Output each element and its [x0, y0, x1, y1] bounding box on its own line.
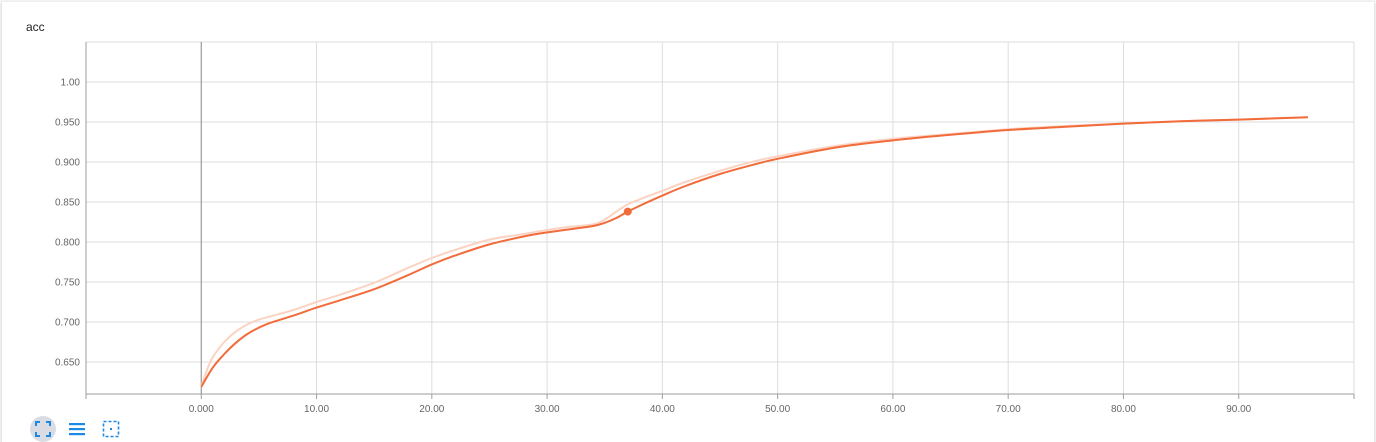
y-tick-label: 1.00	[61, 78, 81, 89]
x-tick-label: 40.00	[650, 404, 675, 412]
line-chart[interactable]: 0.000 10.00 20.00 30.00 40.00 50.00 60.00 70.00…	[2, 2, 1374, 412]
series-lines	[200, 116, 1308, 388]
x-tick-label: 50.00	[765, 404, 790, 412]
y-tick-label: 0.700	[55, 318, 80, 329]
series-line-smoothed	[200, 116, 1308, 388]
y-tick-label: 0.750	[55, 278, 80, 289]
x-tick-label: 70.00	[996, 404, 1021, 412]
chart-title: acc	[26, 20, 45, 34]
x-tick-label: 0.000	[189, 404, 214, 412]
toggle-data-icon	[69, 423, 85, 436]
y-tick-label: 0.900	[55, 158, 80, 169]
fit-domain-button[interactable]	[30, 416, 56, 442]
x-tick-label: 30.00	[535, 404, 560, 412]
x-tick-label: 60.00	[880, 404, 905, 412]
y-tick-label: 0.950	[55, 118, 80, 129]
x-tick-label: 80.00	[1111, 404, 1136, 412]
y-tick-label: 0.850	[55, 198, 80, 209]
y-tick-label: 0.800	[55, 238, 80, 249]
select-zoom-icon	[102, 420, 120, 438]
toggle-data-button[interactable]	[64, 416, 90, 442]
axes	[85, 42, 1355, 399]
series-line-raw	[200, 116, 1308, 388]
grid	[85, 41, 1355, 394]
y-tick-label: 0.650	[55, 358, 80, 369]
x-tick-label: 90.00	[1226, 404, 1251, 412]
x-tick-label: 10.00	[304, 404, 329, 412]
fit-domain-icon	[35, 421, 51, 437]
x-tick-label: 20.00	[419, 404, 444, 412]
select-zoom-button[interactable]	[98, 416, 124, 442]
tick-labels: 0.000 10.00 20.00 30.00 40.00 50.00 60.00 70.00…	[55, 78, 1252, 413]
highlight-point	[623, 207, 632, 216]
